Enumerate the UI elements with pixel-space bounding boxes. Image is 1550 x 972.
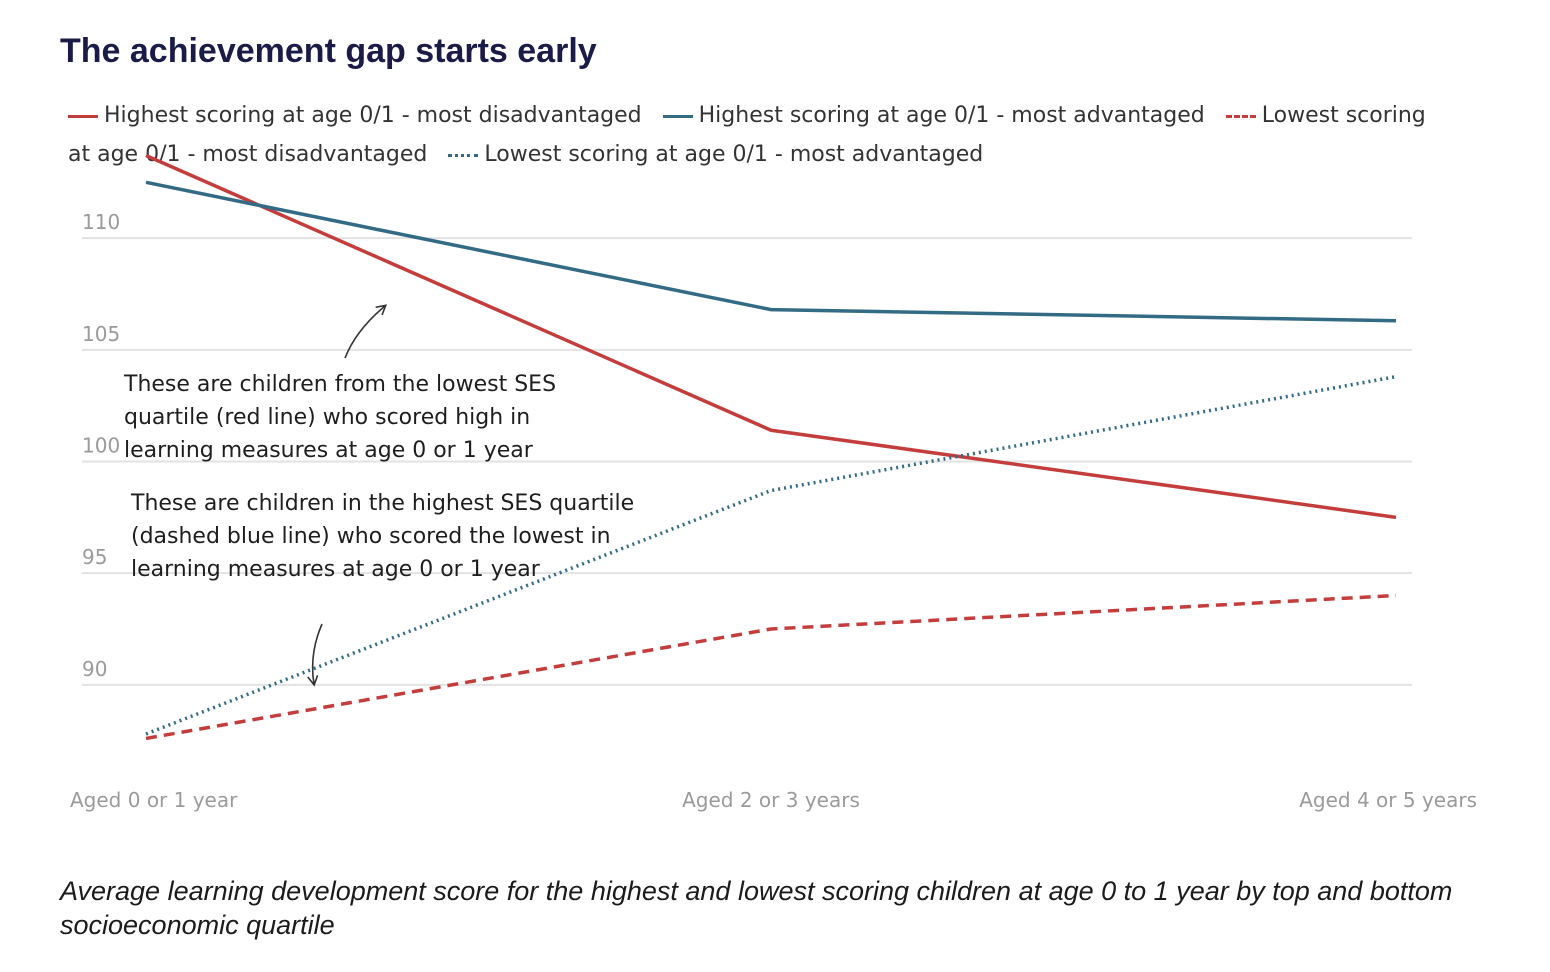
annotation-low-advantaged: These are children in the highest SES qu… bbox=[130, 491, 634, 582]
legend-item-highest-disadvantaged: Highest scoring at age 0/1 - most disadv… bbox=[68, 103, 642, 128]
legend-label: Lowest scoring at age 0/1 - most advanta… bbox=[484, 142, 984, 167]
annotation-arrow-low-advantaged bbox=[307, 623, 323, 687]
y-tick-label: 110 bbox=[82, 210, 120, 234]
legend-item-highest-advantaged: Highest scoring at age 0/1 - most advant… bbox=[662, 103, 1205, 128]
series-line-4 bbox=[145, 374, 1397, 736]
series-line-1 bbox=[145, 153, 1397, 520]
series-line-3 bbox=[145, 593, 1397, 741]
chart-title: The achievement gap starts early bbox=[60, 32, 597, 70]
gridlines bbox=[82, 237, 1412, 686]
x-axis-ticks: Aged 0 or 1 year Aged 2 or 3 years Aged 4 … bbox=[70, 788, 1477, 812]
legend-swatch bbox=[662, 114, 693, 118]
y-tick-label: 100 bbox=[82, 434, 120, 458]
annotation-line: learning measures at age 0 or 1 year bbox=[131, 557, 541, 582]
legend-swatch bbox=[1225, 114, 1256, 118]
x-tick-label: Aged 0 or 1 year bbox=[70, 788, 238, 812]
y-axis-ticks: 90 95 100 105 110 bbox=[82, 210, 120, 681]
y-tick-label: 90 bbox=[82, 657, 107, 681]
legend-label: Lowest scoring at age 0/1 - most disadva… bbox=[68, 103, 1426, 167]
x-tick-label: Aged 2 or 3 years bbox=[682, 788, 860, 812]
annotation-arrow-high-disadvantaged bbox=[344, 304, 388, 359]
y-tick-label: 105 bbox=[82, 322, 120, 346]
chart-caption: Average learning development score for t… bbox=[60, 876, 1453, 940]
x-tick-label: Aged 4 or 5 years bbox=[1299, 788, 1477, 812]
annotation-high-disadvantaged: These are children from the lowest SES q… bbox=[123, 372, 556, 463]
annotation-line: quartile (red line) who scored high in bbox=[124, 405, 530, 430]
legend-item-lowest-advantaged: Lowest scoring at age 0/1 - most advanta… bbox=[448, 142, 983, 167]
legend-label: Highest scoring at age 0/1 - most advant… bbox=[698, 103, 1205, 128]
chart-legend: Highest scoring at age 0/1 - most disadv… bbox=[68, 96, 1428, 174]
legend-swatch bbox=[68, 114, 98, 118]
annotation-line: These are children from the lowest SES bbox=[123, 372, 556, 397]
y-tick-label: 95 bbox=[82, 545, 107, 569]
legend-label: Highest scoring at age 0/1 - most disadv… bbox=[104, 103, 642, 128]
annotation-line: (dashed blue line) who scored the lowest… bbox=[131, 524, 611, 549]
legend-swatch bbox=[448, 153, 479, 157]
legend-item-lowest-disadvantaged: Lowest scoring at age 0/1 - most disadva… bbox=[68, 103, 1426, 167]
annotation-line: learning measures at age 0 or 1 year bbox=[124, 438, 534, 463]
annotation-line: These are children in the highest SES qu… bbox=[130, 491, 634, 516]
series-lines bbox=[145, 153, 1397, 741]
series-line-2 bbox=[145, 180, 1397, 323]
